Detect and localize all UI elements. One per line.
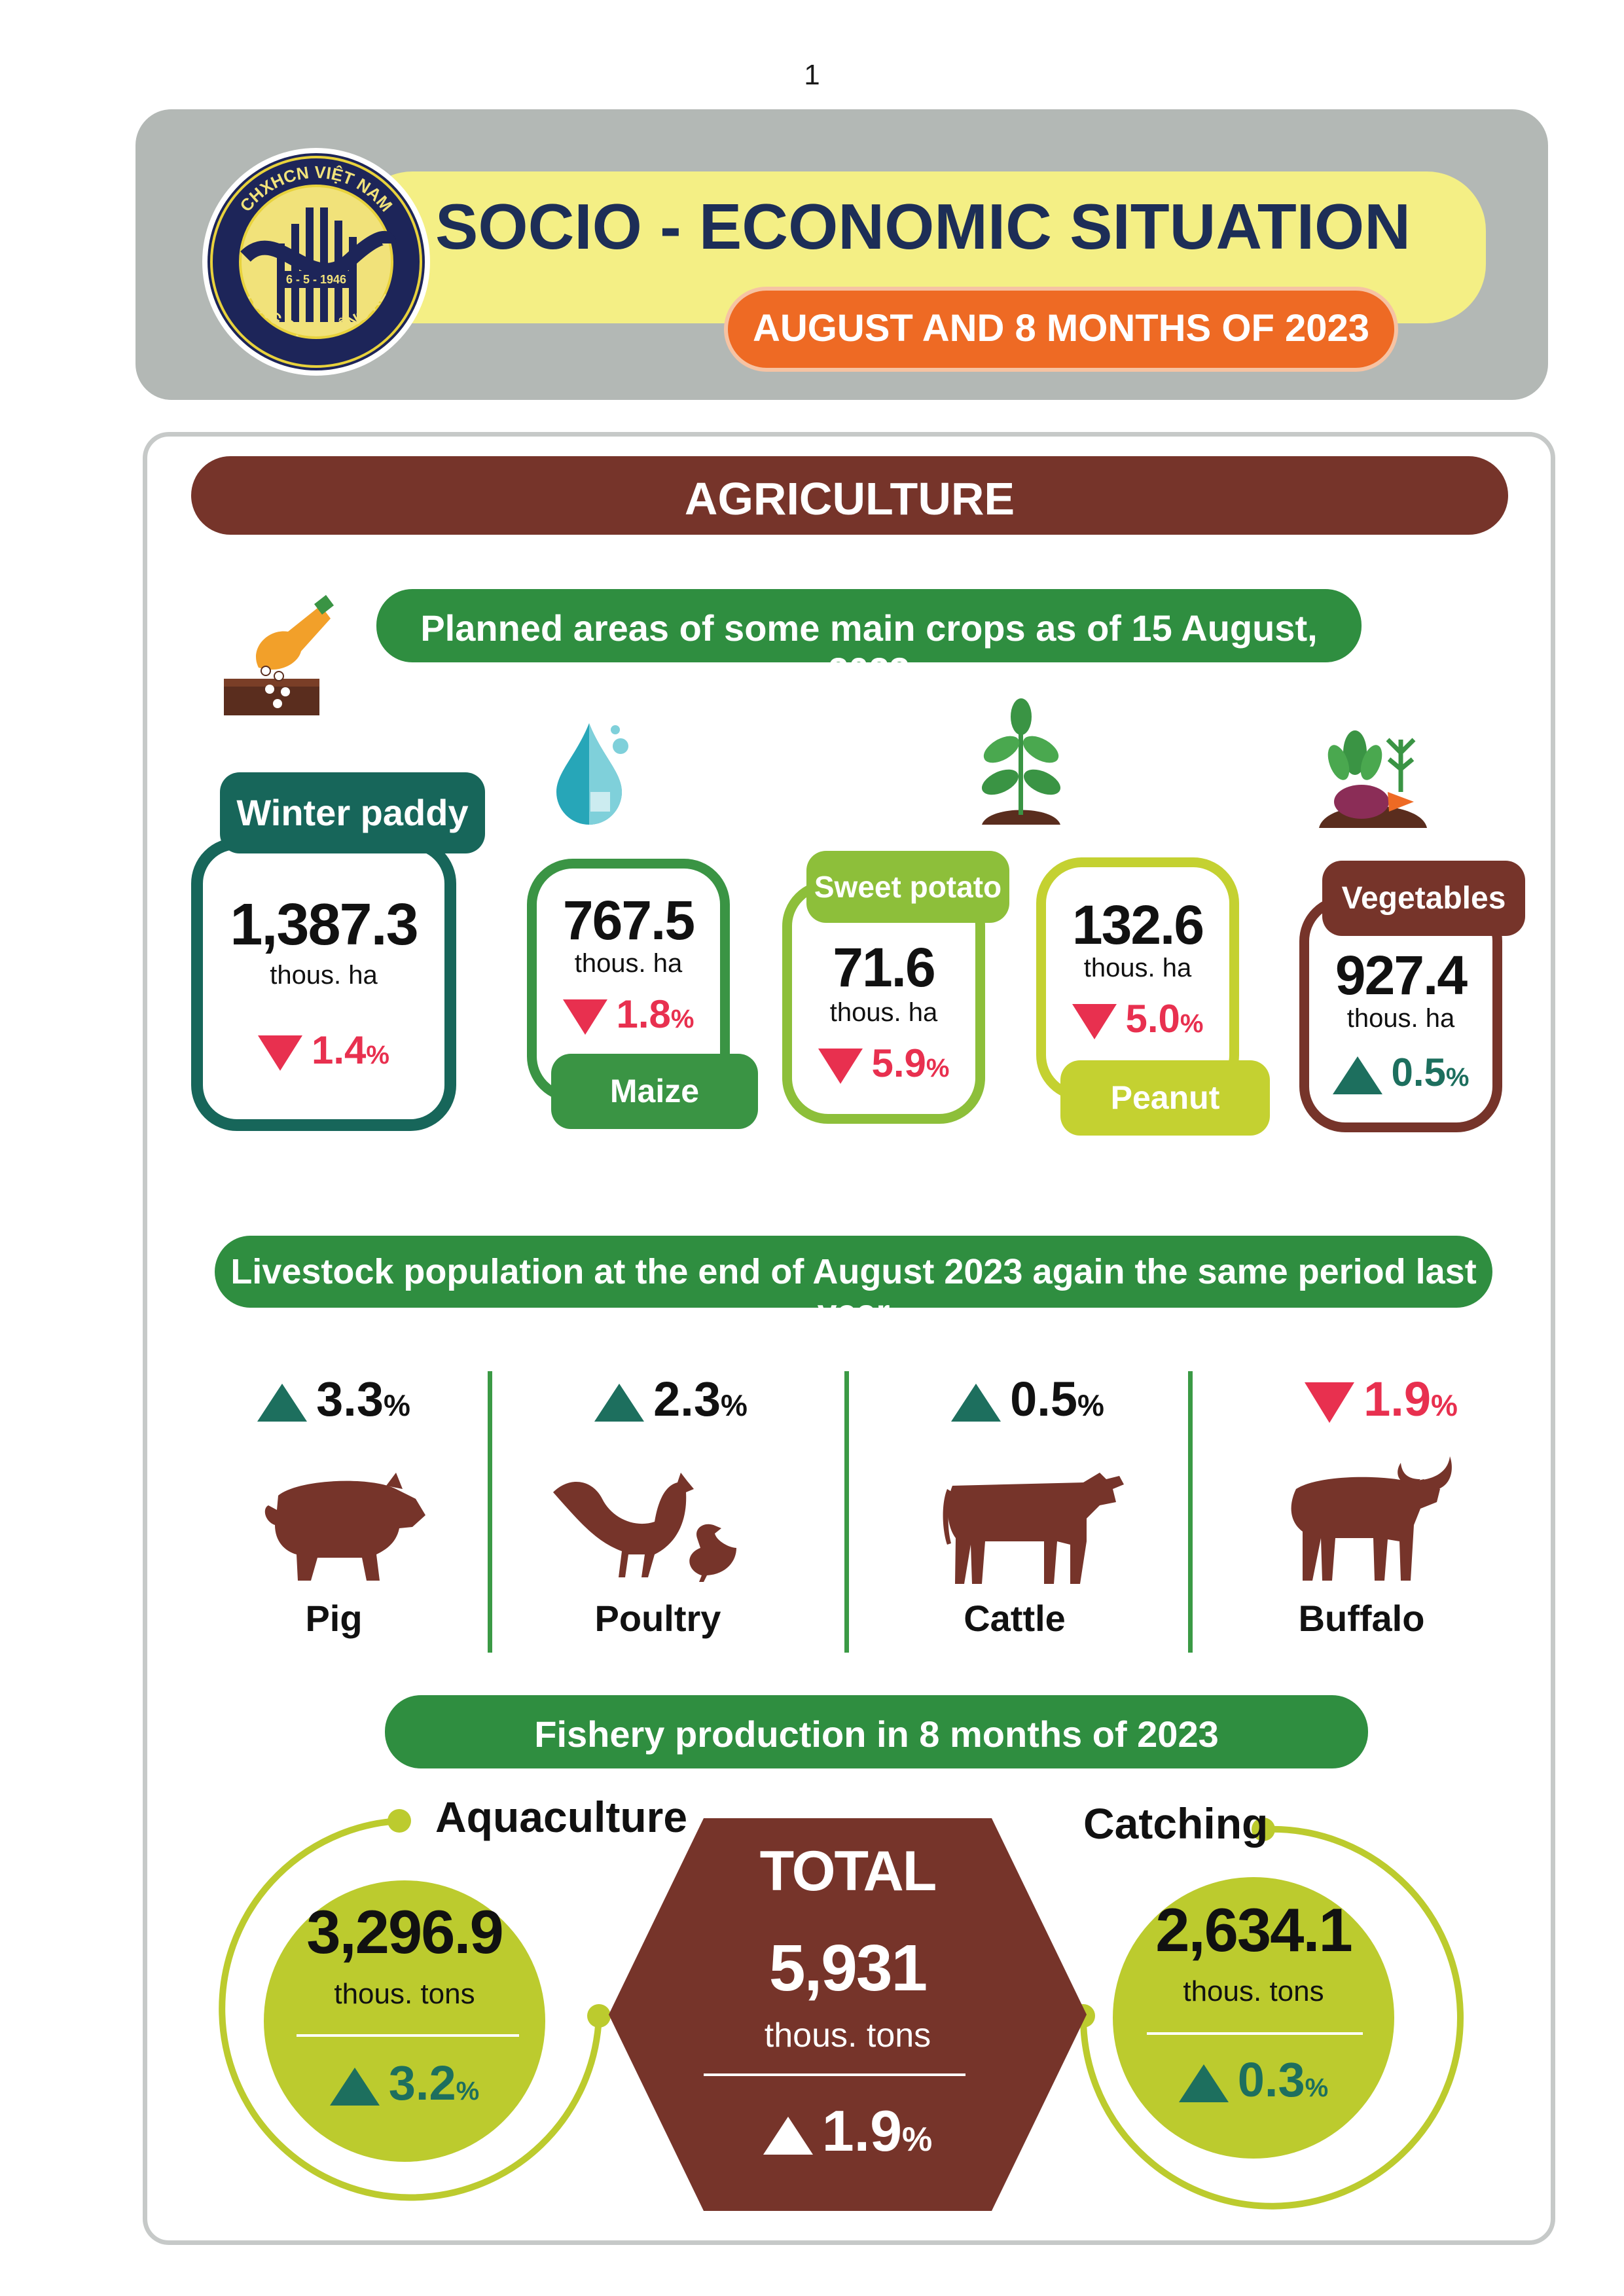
total-unit: thous. tons — [764, 2017, 931, 2054]
total-label: TOTAL — [759, 1840, 937, 1903]
aquaculture-value: 3,296.9 — [306, 1897, 504, 1966]
aquaculture-circle — [264, 1880, 545, 2162]
catching-unit: thous. tons — [1183, 1975, 1324, 2007]
crop-label-winter-paddy: Winter paddy — [220, 772, 485, 853]
divider — [704, 2073, 965, 2076]
vegetables-icon — [1319, 730, 1427, 828]
livestock-label-cattle: Cattle — [964, 1598, 1066, 1639]
total-value: 5,931 — [768, 1931, 928, 2005]
total-change: 1.9% — [609, 2098, 1087, 2164]
crop-unit-winter-paddy: thous. ha — [270, 961, 378, 990]
crop-value-peanut: 132.6 — [1072, 894, 1204, 956]
fishery-heading: Fishery production in 8 months of 2023 — [534, 1713, 1219, 1755]
page-number: 1 — [804, 59, 820, 91]
divider — [844, 1371, 849, 1653]
sprout-icon — [981, 698, 1061, 825]
down-arrow-icon — [818, 1049, 863, 1085]
livestock-change-buffalo: 1.9% — [1263, 1371, 1499, 1427]
crop-label-maize: Maize — [551, 1054, 758, 1129]
buffalo-icon — [1291, 1456, 1452, 1581]
crop-change-maize: 1.8% — [527, 992, 730, 1037]
crop-unit-vegetables: thous. ha — [1346, 1004, 1455, 1033]
livestock-label-buffalo: Buffalo — [1298, 1598, 1425, 1639]
total-hexagon — [609, 1818, 1087, 2211]
livestock-label-poultry: Poultry — [594, 1598, 721, 1639]
cattle-icon — [943, 1473, 1124, 1584]
crop-unit-maize: thous. ha — [574, 949, 683, 978]
crop-value-sweet-potato: 71.6 — [833, 937, 936, 998]
poultry-icon — [553, 1473, 736, 1582]
section-title: AGRICULTURE — [684, 473, 1015, 524]
down-arrow-icon — [1305, 1382, 1355, 1424]
page-subtitle: AUGUST AND 8 MONTHS OF 2023 — [752, 307, 1370, 350]
livestock-label-pig: Pig — [305, 1598, 363, 1639]
date-pill — [724, 287, 1398, 372]
divider — [1188, 1371, 1193, 1653]
gso-logo: 6 - 5 - 1946 CHXHCN VIỆT NAM TỔNG CỤC TH… — [202, 148, 430, 376]
fishery-rings — [219, 1809, 1464, 2210]
catching-circle — [1113, 1877, 1394, 2159]
crop-unit-peanut: thous. ha — [1083, 954, 1192, 982]
crop-value-vegetables: 927.4 — [1335, 944, 1468, 1006]
divider — [297, 2034, 519, 2037]
livestock-change-cattle: 0.5% — [910, 1371, 1146, 1427]
catching-change: 0.3% — [1113, 2052, 1394, 2108]
up-arrow-icon — [594, 1384, 645, 1422]
crops-heading: Planned areas of some main crops as of 1… — [420, 607, 1318, 691]
crop-change-sweet-potato: 5.9% — [782, 1041, 985, 1086]
crop-change-peanut: 5.0% — [1036, 996, 1239, 1041]
logo-date: 6 - 5 - 1946 — [286, 273, 346, 286]
up-arrow-icon — [763, 2116, 813, 2155]
crop-change-winter-paddy: 1.4% — [191, 1028, 456, 1073]
divider — [1147, 2032, 1363, 2035]
planting-hand-icon — [224, 595, 334, 715]
down-arrow-icon — [258, 1035, 302, 1071]
up-arrow-icon — [1332, 1056, 1382, 1095]
up-arrow-icon — [951, 1384, 1001, 1422]
livestock-heading-pill — [215, 1236, 1492, 1308]
livestock-change-poultry: 2.3% — [553, 1371, 789, 1427]
aquaculture-change: 3.2% — [264, 2055, 545, 2111]
divider — [488, 1371, 492, 1653]
up-arrow-icon — [257, 1384, 308, 1422]
aquaculture-label: Aquaculture — [435, 1793, 688, 1841]
livestock-change-pig: 3.3% — [216, 1371, 452, 1427]
crop-label-sweet-potato: Sweet potato — [806, 851, 1009, 923]
crops-heading-pill — [376, 589, 1362, 662]
crop-unit-sweet-potato: thous. ha — [829, 998, 938, 1027]
down-arrow-icon — [1072, 1004, 1117, 1040]
aquaculture-unit: thous. tons — [334, 1978, 475, 2010]
content-frame — [143, 432, 1555, 2245]
catching-value: 2,634.1 — [1155, 1895, 1353, 1964]
up-arrow-icon — [1178, 2064, 1229, 2103]
section-bar — [191, 456, 1508, 535]
crop-label-peanut: Peanut — [1060, 1060, 1270, 1136]
crop-value-winter-paddy: 1,387.3 — [230, 892, 418, 958]
water-drop-icon — [556, 723, 628, 825]
pig-icon — [264, 1473, 425, 1581]
down-arrow-icon — [562, 999, 607, 1035]
fishery-heading-pill — [385, 1695, 1368, 1768]
page-title: SOCIO - ECONOMIC SITUATION — [435, 190, 1411, 262]
up-arrow-icon — [329, 2068, 380, 2106]
crop-value-maize: 767.5 — [562, 889, 695, 951]
crop-change-vegetables: 0.5% — [1299, 1050, 1502, 1095]
crop-label-vegetables: Vegetables — [1322, 861, 1525, 936]
livestock-heading: Livestock population at the end of Augus… — [230, 1252, 1477, 1332]
crop-card-winter-paddy — [191, 838, 456, 1131]
catching-label: Catching — [1083, 1799, 1269, 1848]
